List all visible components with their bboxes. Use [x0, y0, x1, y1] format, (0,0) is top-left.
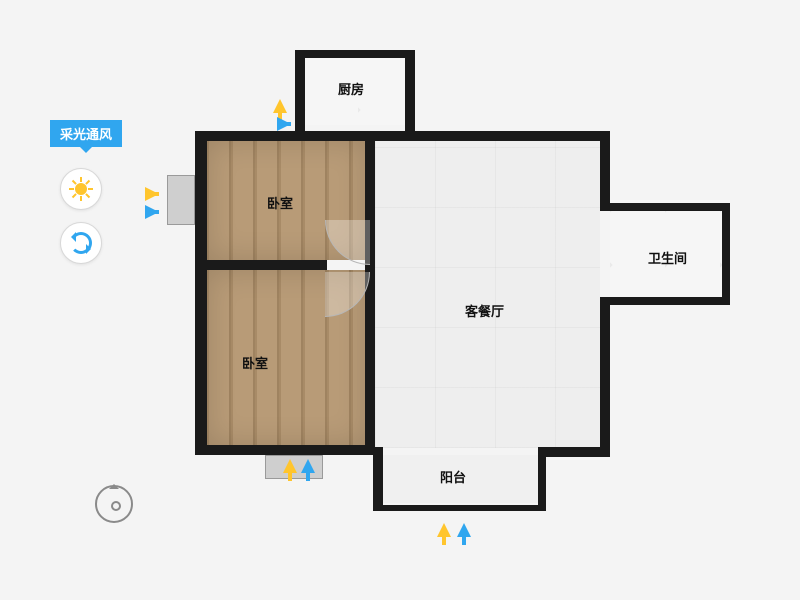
wall-segment [600, 297, 730, 305]
room-living: 客餐厅 [375, 133, 600, 448]
compass-icon [95, 485, 133, 523]
room-label-kitchen: 厨房 [338, 79, 364, 98]
room-label-living: 客餐厅 [465, 301, 504, 320]
wall-segment [373, 447, 383, 511]
wall-segment [195, 445, 375, 455]
floor-plan: 厨房卧室卧室客餐厅卫生间阳台 [195, 55, 735, 545]
room-label-bedroom2: 卧室 [242, 353, 268, 372]
wall-segment [207, 260, 327, 270]
room-label-bedroom1: 卧室 [267, 193, 293, 212]
airflow-arrow-icon [145, 205, 159, 219]
wall-segment [538, 447, 546, 511]
wall-segment [195, 131, 207, 453]
wall-segment [405, 50, 415, 135]
room-bath: 卫生间 [610, 210, 725, 300]
wall-segment [600, 203, 730, 211]
room-balcony: 阳台 [380, 455, 540, 503]
wall-segment [600, 297, 610, 455]
wall-segment [295, 50, 305, 135]
airflow-arrow-icon [283, 459, 297, 473]
sun-icon [70, 178, 92, 200]
room-kitchen: 厨房 [303, 55, 408, 125]
room-label-balcony: 阳台 [440, 467, 466, 486]
window-sill [167, 175, 195, 225]
wall-segment [600, 131, 610, 211]
wall-segment [195, 131, 610, 141]
daylight-button[interactable] [60, 168, 102, 210]
airflow-arrow-icon [145, 187, 159, 201]
airflow-arrow-icon [273, 99, 287, 113]
lighting-vent-badge: 采光通风 [50, 120, 122, 147]
airflow-arrow-icon [437, 523, 451, 537]
wall-segment [722, 203, 730, 303]
wall-segment [295, 50, 413, 58]
airflow-arrow-icon [457, 523, 471, 537]
sync-icon [70, 232, 92, 254]
wall-segment [365, 141, 375, 453]
wall-segment [373, 505, 546, 511]
ventilation-button[interactable] [60, 222, 102, 264]
airflow-arrow-icon [277, 117, 291, 131]
airflow-arrow-icon [301, 459, 315, 473]
room-label-bath: 卫生间 [648, 248, 687, 267]
wall-segment [540, 447, 610, 457]
